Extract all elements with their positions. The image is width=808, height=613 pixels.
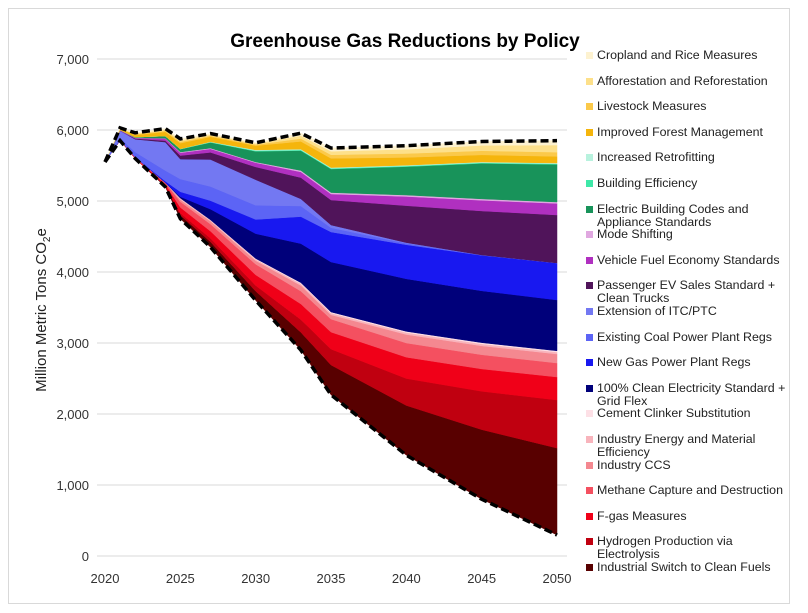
legend-item: 100% Clean Electricity Standard + Grid F… [586,380,789,408]
legend-label: Building Efficiency [597,176,698,190]
legend-swatch [586,154,593,162]
legend-label: Vehicle Fuel Economy Standards [597,252,780,267]
legend-item: Livestock Measures [586,100,789,113]
legend-swatch [586,359,593,367]
legend-swatch [586,564,593,571]
legend-label: Increased Retrofitting [597,150,715,165]
legend-item: Methane Capture and Destruction [586,484,789,497]
legend-label: Industrial Switch to Clean Fuels [597,560,771,574]
legend-label: Afforestation and Reforestation [597,73,768,88]
x-tick-label: 2040 [392,571,421,586]
legend-swatch [586,410,593,418]
legend-label: Methane Capture and Destruction [597,483,783,498]
legend-label: Passenger EV Sales Standard + Clean Truc… [597,278,776,306]
x-tick-label: 2020 [91,571,120,586]
legend-swatch [586,77,593,85]
legend-label: Cropland and Rice Measures [597,48,758,62]
legend-swatch [586,461,593,469]
x-tick-label: 2035 [317,571,346,586]
legend-swatch [586,231,593,239]
legend-swatch [586,282,593,290]
y-tick-label: 2,000 [56,407,89,422]
legend-swatch [586,487,593,495]
legend-item: New Gas Power Plant Regs [586,356,789,369]
reference-emissions-dashed-line [103,125,558,163]
legend-swatch [586,538,593,546]
legend-swatch [586,436,593,443]
y-tick-label: 7,000 [56,52,89,67]
y-tick-label: 5,000 [56,194,89,209]
legend-label: Industry CCS [597,457,671,472]
y-axis-label-tail: e [33,228,50,237]
legend-swatch [586,512,593,520]
legend-label: Cement Clinker Substitution [597,406,751,421]
legend-item: Industrial Switch to Clean Fuels [586,561,789,574]
legend-label: F-gas Measures [597,508,687,523]
legend-swatch [586,128,593,136]
legend-item: Cement Clinker Substitution [586,407,789,420]
chart-frame [8,8,790,604]
legend-swatch [586,180,593,187]
x-tick-label: 2030 [241,571,270,586]
policy-emissions-dashed-line [103,137,558,537]
y-tick-label: 6,000 [56,123,89,138]
legend-item: Electric Building Codes and Appliance St… [586,201,789,229]
legend-item: Building Efficiency [586,177,789,190]
legend-label: Electric Building Codes and Appliance St… [597,201,749,229]
legend-label: Mode Shifting [597,227,673,242]
y-axis-label-sub: 2 [42,236,53,243]
y-tick-label: 1,000 [56,478,89,493]
legend-swatch [586,333,593,341]
legend-item: F-gas Measures [586,508,789,523]
x-tick-label: 2050 [543,571,572,586]
legend-label: Industry Energy and Material Efficiency [597,432,756,459]
y-tick-label: 3,000 [56,336,89,351]
legend-swatch [586,52,593,59]
legend-item: Cropland and Rice Measures [586,49,789,62]
chart-title: Greenhouse Gas Reductions by Policy [230,31,580,52]
legend-item: Industry CCS [586,457,789,472]
legend-label: Improved Forest Management [597,124,763,139]
y-axis-label: Million Metric Tons CO2e [33,215,53,405]
legend-item: Mode Shifting [586,228,789,241]
legend-swatch [586,103,593,111]
y-tick-label: 0 [82,549,89,564]
legend-label: Extension of ITC/PTC [597,304,717,318]
legend-item: Existing Coal Power Plant Regs [586,329,789,344]
legend-item: Vehicle Fuel Economy Standards [586,252,789,267]
legend-swatch [586,384,593,392]
legend-label: New Gas Power Plant Regs [597,355,751,370]
legend-item: Afforestation and Reforestation [586,73,789,88]
legend-label: Existing Coal Power Plant Regs [597,329,772,344]
y-axis-label-main: Million Metric Tons CO [33,242,50,392]
legend-item: Hydrogen Production via Electrolysis [586,535,789,561]
legend-item: Increased Retrofitting [586,151,789,164]
legend-label: 100% Clean Electricity Standard + Grid F… [597,380,786,408]
legend-item: Extension of ITC/PTC [586,305,789,318]
legend-label: Hydrogen Production via Electrolysis [597,534,733,562]
legend-swatch [586,256,593,264]
legend-item: Improved Forest Management [586,124,789,139]
x-tick-label: 2025 [166,571,195,586]
y-tick-label: 4,000 [56,265,89,280]
legend-item: Passenger EV Sales Standard + Clean Truc… [586,279,789,305]
legend-swatch [586,308,593,315]
x-tick-label: 2045 [467,571,496,586]
legend-swatch [586,205,593,213]
legend-item: Industry Energy and Material Efficiency [586,433,789,459]
legend-label: Livestock Measures [597,99,707,114]
